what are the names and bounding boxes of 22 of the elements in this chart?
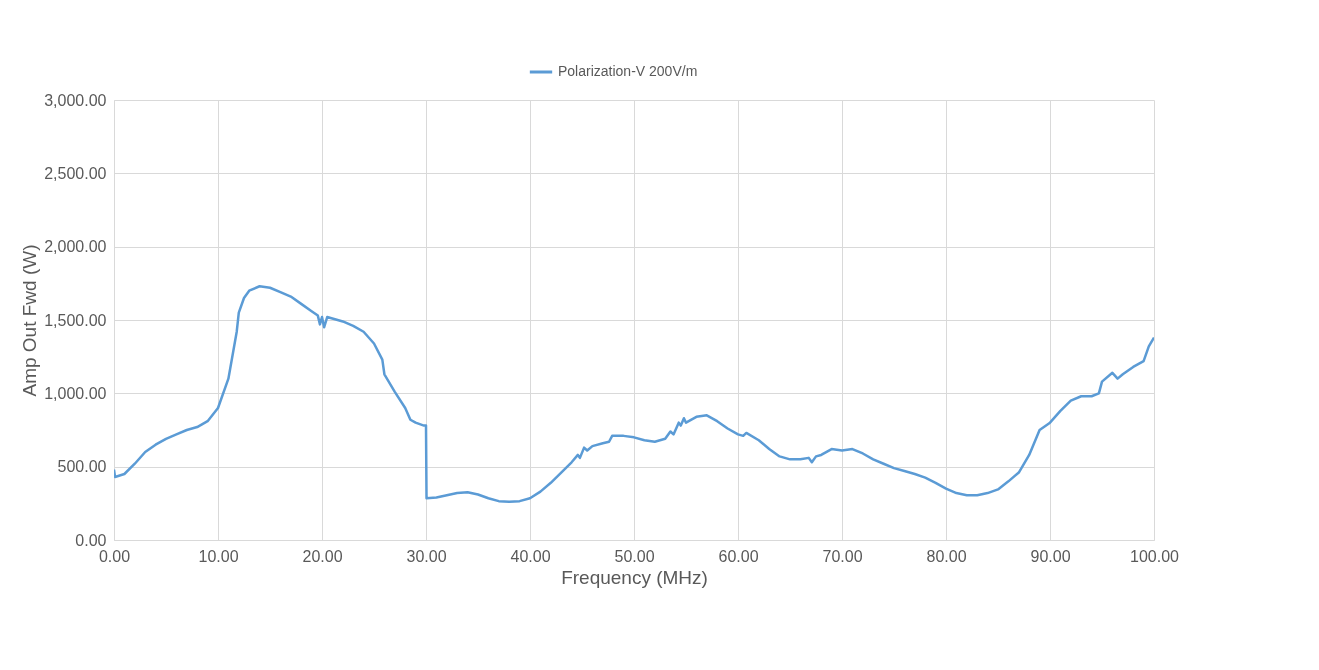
x-tick-label: 30.00 [406, 547, 447, 565]
x-tick-label: 60.00 [718, 547, 759, 565]
x-tick-label: 100.00 [1130, 547, 1180, 565]
x-tick-label: 70.00 [822, 547, 863, 565]
line-series [114, 285, 1154, 504]
x-tick-label: 50.00 [614, 547, 655, 565]
y-tick-label: 500.00 [57, 458, 107, 476]
legend-label: Polarization-V 200V/m [558, 63, 698, 79]
x-tick-label: 0.00 [98, 547, 131, 565]
y-tick-label: 2,500.00 [44, 164, 107, 182]
y-tick-label: 1,000.00 [44, 384, 107, 402]
y-axis-title: Amp Out Fwd (W) [19, 244, 41, 397]
x-tick-label: 90.00 [1030, 547, 1071, 565]
y-tick-label: 2,000.00 [44, 238, 107, 256]
x-tick-label: 10.00 [198, 547, 239, 565]
y-tick-label: 1,500.00 [44, 311, 107, 329]
x-tick-label: 80.00 [926, 547, 967, 565]
x-tick-label: 20.00 [302, 547, 343, 565]
y-tick-label: 0.00 [75, 531, 107, 549]
y-tick-label: 3,000.00 [44, 91, 107, 109]
x-tick-label: 40.00 [510, 547, 551, 565]
x-axis-title: Frequency (MHz) [561, 566, 708, 588]
